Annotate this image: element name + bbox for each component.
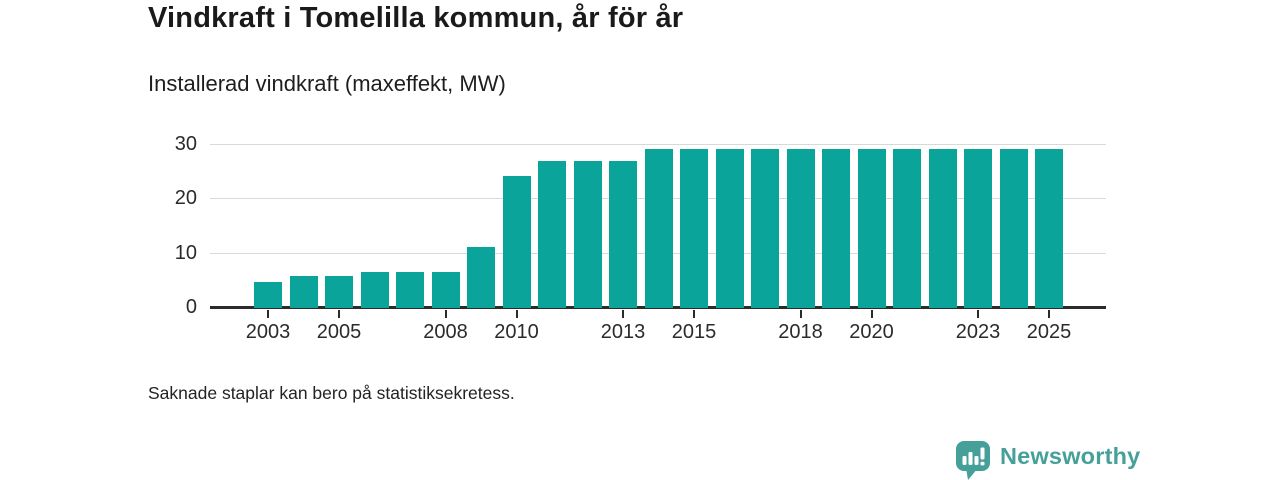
newsworthy-bubble-chart-icon bbox=[956, 441, 990, 480]
bar-2007 bbox=[396, 272, 424, 308]
x-tick-2018 bbox=[799, 310, 802, 318]
bar-2019 bbox=[822, 148, 850, 308]
x-axis-label-2010: 2010 bbox=[494, 321, 539, 343]
bar-2016 bbox=[715, 148, 744, 308]
x-tick-2020 bbox=[870, 310, 873, 318]
bar-2022 bbox=[928, 148, 957, 308]
bar-2015 bbox=[680, 148, 708, 308]
bar-2014 bbox=[644, 148, 673, 308]
newsworthy-logo[interactable]: Newsworthy bbox=[955, 440, 1140, 480]
x-tick-2003 bbox=[267, 310, 269, 318]
bar-2006 bbox=[360, 272, 389, 308]
chart-subtitle: Installerad vindkraft (maxeffekt, MW) bbox=[148, 71, 506, 96]
bar-2008 bbox=[431, 272, 460, 308]
bar-2009 bbox=[467, 247, 495, 308]
x-tick-2010 bbox=[515, 310, 518, 318]
newsworthy-wordmark: Newsworthy bbox=[1000, 443, 1141, 470]
x-axis-label-2005: 2005 bbox=[316, 321, 362, 343]
chart-title: Vindkraft i Tomelilla kommun, år för år bbox=[148, 2, 684, 34]
x-axis-label-2023: 2023 bbox=[955, 321, 1001, 343]
x-axis-label-2018: 2018 bbox=[778, 321, 823, 343]
bar-2013 bbox=[609, 161, 637, 308]
footnote: Saknade staplar kan bero på statistiksek… bbox=[148, 383, 515, 403]
x-axis-label-2020: 2020 bbox=[849, 321, 894, 343]
x-axis-label-2003: 2003 bbox=[245, 321, 291, 343]
bar-2018 bbox=[786, 148, 815, 308]
bar-2011 bbox=[538, 161, 566, 308]
bar-2020 bbox=[857, 148, 886, 308]
bar-2023 bbox=[964, 148, 992, 308]
bar-2010 bbox=[502, 176, 531, 308]
bar-2004 bbox=[289, 276, 318, 308]
x-tick-2015 bbox=[693, 310, 695, 318]
x-tick-2023 bbox=[977, 310, 979, 318]
bar-2025 bbox=[1035, 148, 1063, 308]
bar-2003 bbox=[254, 282, 282, 308]
bar-2024 bbox=[999, 148, 1028, 308]
y-axis-label-20: 20 bbox=[174, 187, 197, 210]
y-axis-label-10: 10 bbox=[174, 241, 197, 264]
x-axis-label-2025: 2025 bbox=[1026, 321, 1072, 343]
bar-2005 bbox=[325, 276, 353, 308]
bar-2017 bbox=[751, 148, 779, 308]
x-tick-2025 bbox=[1048, 310, 1050, 318]
x-axis-label-2008: 2008 bbox=[423, 321, 468, 343]
x-tick-2013 bbox=[622, 310, 624, 318]
x-axis-label-2015: 2015 bbox=[671, 321, 717, 343]
plot-area: 0 10 20 30 2003 2005 2008 2010 2013 2015 2018 2020 2… bbox=[175, 134, 1106, 342]
y-axis-label-30: 30 bbox=[174, 132, 197, 155]
y-axis-label-0: 0 bbox=[185, 296, 197, 318]
gridline-30 bbox=[210, 143, 1106, 145]
x-axis-label-2013: 2013 bbox=[600, 321, 646, 343]
x-tick-2008 bbox=[444, 310, 447, 318]
bar-2012 bbox=[573, 161, 602, 308]
bar-2021 bbox=[893, 148, 921, 308]
x-tick-2005 bbox=[338, 310, 340, 318]
